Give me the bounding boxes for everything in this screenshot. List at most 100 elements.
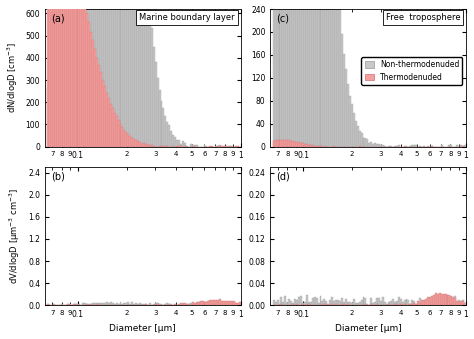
Bar [294,142,296,147]
Bar [49,76,51,147]
Bar [439,293,441,305]
Bar [213,300,215,305]
Bar [128,0,129,147]
Bar [225,146,227,147]
Bar [156,304,159,305]
Bar [398,298,400,305]
X-axis label: Diameter [μm]: Diameter [μm] [109,324,176,334]
Bar [51,65,53,147]
Bar [88,0,90,147]
Bar [180,304,182,305]
Bar [321,0,323,147]
Bar [114,0,116,147]
Bar [217,300,219,305]
Bar [128,134,129,147]
Bar [100,73,102,147]
Bar [411,145,413,147]
Bar [410,146,411,147]
Bar [221,301,223,305]
Bar [182,304,184,305]
Bar [452,303,455,305]
Bar [365,138,366,147]
Bar [445,294,447,305]
Bar [447,295,448,305]
Bar [121,126,123,147]
Bar [147,0,149,147]
Bar [55,0,57,147]
Bar [225,146,227,147]
Y-axis label: dN/dlogD [cm$^{-3}$]: dN/dlogD [cm$^{-3}$] [6,42,20,114]
Bar [392,299,394,305]
Bar [205,146,208,147]
Bar [274,302,276,305]
Bar [178,304,180,305]
Bar [203,302,205,305]
Bar [196,303,198,305]
Bar [129,304,131,305]
Bar [341,298,343,305]
Bar [145,144,147,147]
Bar [194,304,196,305]
Bar [135,140,137,147]
Bar [53,304,55,305]
Bar [421,304,423,305]
Bar [84,0,86,147]
Bar [219,146,221,147]
Bar [394,146,396,147]
Bar [141,143,143,147]
Bar [203,145,205,147]
Bar [217,302,219,305]
Bar [219,302,221,305]
Bar [90,304,92,305]
Bar [188,304,190,305]
Bar [190,303,192,305]
Bar [186,304,188,305]
Bar [81,0,82,147]
Bar [323,299,325,305]
Bar [118,0,119,147]
Bar [343,304,345,305]
Bar [166,303,168,305]
Bar [458,302,460,305]
Bar [61,0,63,147]
Bar [237,304,239,305]
Bar [374,143,376,147]
Bar [288,0,290,147]
Bar [221,302,223,305]
Bar [290,301,292,305]
Bar [92,40,94,147]
Bar [71,304,73,305]
Bar [286,140,288,147]
Bar [161,101,163,147]
Bar [460,301,462,305]
Bar [349,96,351,147]
Bar [316,298,318,305]
Bar [456,145,458,147]
Bar [203,302,205,305]
Bar [125,132,128,147]
Bar [321,301,323,305]
Bar [128,302,129,305]
Bar [210,300,211,305]
Bar [133,303,135,305]
Bar [300,0,302,147]
Bar [456,304,458,305]
Bar [235,146,237,147]
Bar [298,0,300,147]
Bar [59,10,61,147]
Bar [94,48,96,147]
Bar [223,302,225,305]
Bar [331,304,333,305]
Bar [447,301,448,305]
Bar [147,145,149,147]
Bar [153,47,155,147]
Bar [108,98,110,147]
Bar [47,304,49,305]
Bar [118,303,119,305]
Bar [231,146,233,147]
Bar [131,302,133,305]
Bar [292,304,294,305]
Bar [437,294,439,305]
Bar [82,303,84,305]
Bar [281,0,283,147]
